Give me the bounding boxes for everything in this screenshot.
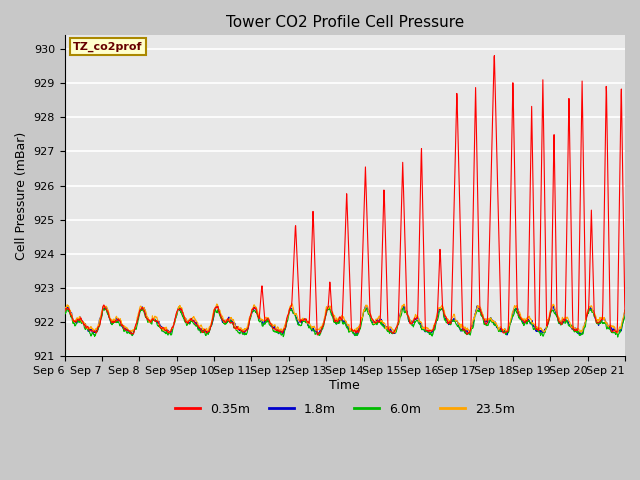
Title: Tower CO2 Profile Cell Pressure: Tower CO2 Profile Cell Pressure — [226, 15, 464, 30]
Text: TZ_co2prof: TZ_co2prof — [73, 42, 143, 52]
Legend: 0.35m, 1.8m, 6.0m, 23.5m: 0.35m, 1.8m, 6.0m, 23.5m — [170, 398, 520, 420]
Y-axis label: Cell Pressure (mBar): Cell Pressure (mBar) — [15, 132, 28, 260]
X-axis label: Time: Time — [330, 379, 360, 392]
